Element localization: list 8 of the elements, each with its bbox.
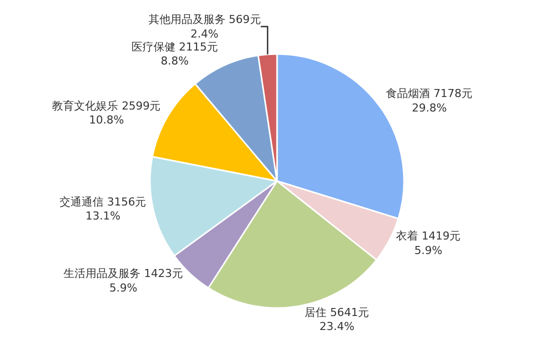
slice-label: 医疗保健 2115元 8.8% [131, 40, 218, 68]
slice-label: 食品烟酒 7178元 29.8% [386, 87, 473, 115]
slice-label: 其他用品及服务 569元 2.4% [148, 12, 261, 40]
slice-label: 教育文化娱乐 2599元 10.8% [52, 99, 161, 127]
slice-label: 交通通信 3156元 13.1% [60, 195, 146, 223]
slice-label: 居住 5641元 23.4% [304, 306, 370, 334]
slice-label: 衣着 1419元 5.9% [396, 230, 461, 257]
slice-label: 生活用品及服务 1423元 5.9% [64, 266, 184, 294]
